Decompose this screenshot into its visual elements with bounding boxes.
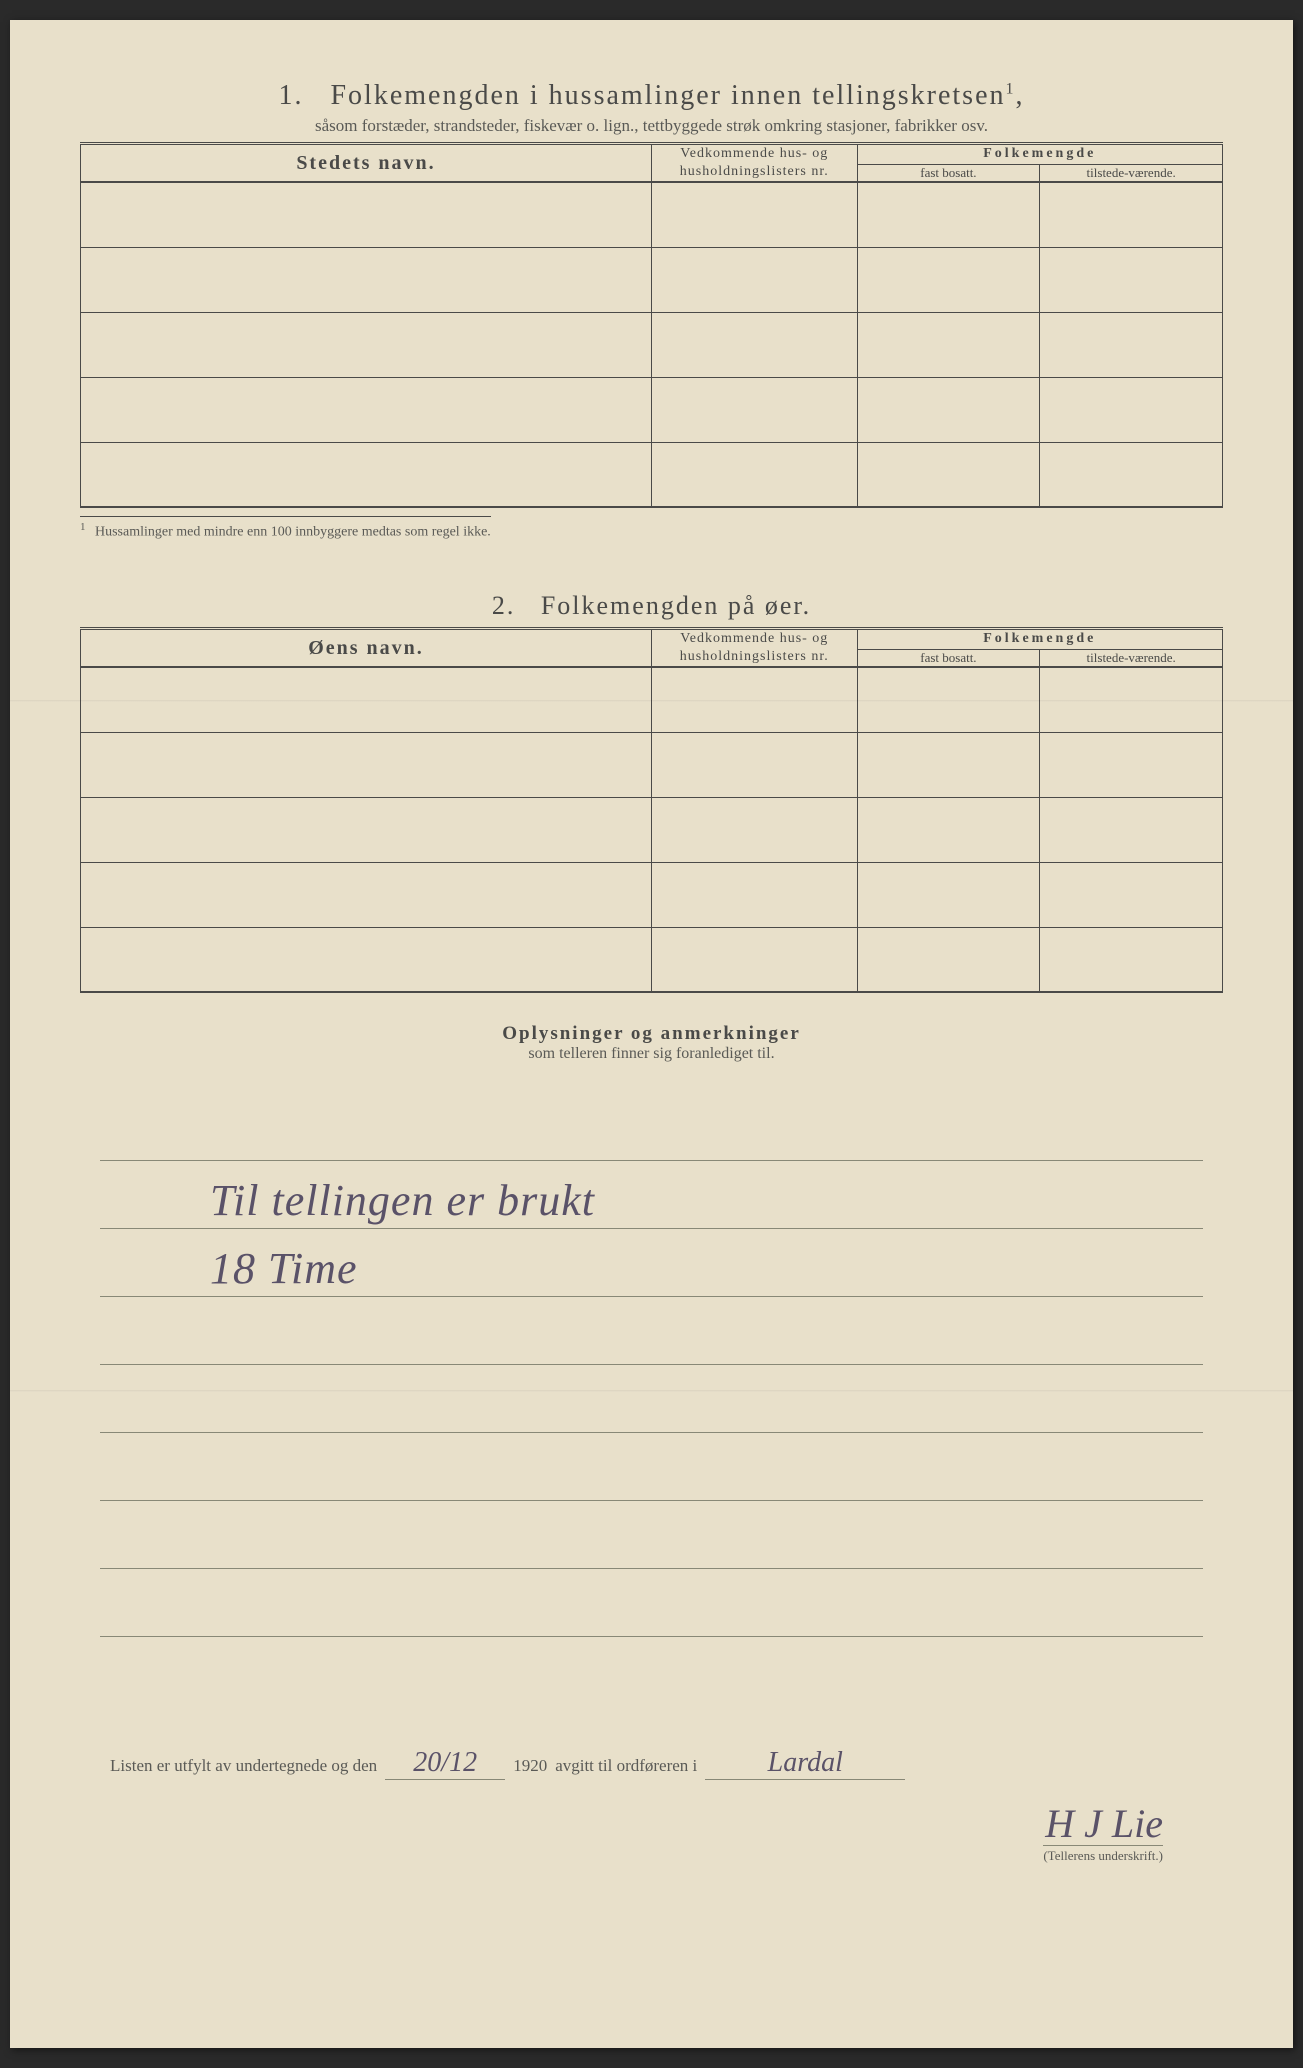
table-cell (857, 182, 1040, 247)
table-cell (652, 797, 858, 862)
col-pop: Folkemengde (857, 144, 1222, 165)
table-row (81, 927, 1223, 992)
table-cell (1040, 732, 1223, 797)
handwritten-text: Til tellingen er brukt (210, 1175, 595, 1226)
section1-number: 1. (278, 80, 303, 111)
table-cell (857, 442, 1040, 507)
table-cell (652, 927, 858, 992)
table-cell (81, 312, 652, 377)
table-row (81, 732, 1223, 797)
remarks-line (100, 1365, 1203, 1433)
section2-number: 2. (492, 591, 516, 620)
section2-body (81, 667, 1223, 992)
table-row (81, 442, 1223, 507)
footnote: 1 Hussamlinger med mindre enn 100 innbyg… (80, 516, 491, 541)
col2-place: Øens navn. (81, 629, 652, 668)
table-cell (81, 442, 652, 507)
section2-table: Øens navn. Vedkommende hus- og husholdni… (80, 627, 1223, 993)
table-cell (81, 182, 652, 247)
footer-prefix: Listen er utfylt av undertegnede og den (110, 1756, 377, 1776)
section1-title: 1. Folkemengden i hussamlinger innen tel… (80, 80, 1223, 112)
table-cell (652, 182, 858, 247)
table-cell (1040, 182, 1223, 247)
footer-place: Lardal (705, 1747, 905, 1780)
table-cell (652, 732, 858, 797)
signature: H J Lie (80, 1800, 1163, 1847)
table-cell (857, 927, 1040, 992)
section1-title-text: Folkemengden i hussamlinger innen tellin… (330, 80, 1005, 111)
document-page: 1. Folkemengden i hussamlinger innen tel… (10, 20, 1293, 2048)
col2-pop: Folkemengde (857, 629, 1222, 650)
col-place: Stedets navn. (81, 144, 652, 183)
table-cell (81, 797, 652, 862)
remarks-title: Oplysninger og anmerkninger (80, 1023, 1223, 1045)
table-cell (81, 377, 652, 442)
table-cell (1040, 797, 1223, 862)
table-cell (652, 862, 858, 927)
remarks-line (100, 1433, 1203, 1501)
remarks-subtitle: som telleren finner sig foranlediget til… (80, 1045, 1223, 1063)
footnote-num: 1 (80, 521, 86, 533)
footer-year: 1920 (513, 1756, 547, 1776)
remarks-line (100, 1501, 1203, 1569)
section2-title: 2. Folkemengden på øer. (80, 591, 1223, 621)
col-tilst: tilstede-værende. (1040, 164, 1223, 182)
paper-fold (10, 700, 1293, 702)
remarks-lines: Til tellingen er brukt 18 Time (80, 1093, 1223, 1637)
col2-fast: fast bosatt. (857, 649, 1040, 667)
col-fast: fast bosatt. (857, 164, 1040, 182)
table-cell (81, 732, 652, 797)
footer-mid: avgitt til ordføreren i (555, 1756, 697, 1776)
table-cell (857, 732, 1040, 797)
table-cell (857, 247, 1040, 312)
section1-title-sup: 1 (1006, 81, 1016, 98)
table-cell (1040, 927, 1223, 992)
table-cell (81, 862, 652, 927)
remarks-line (100, 1297, 1203, 1365)
table-cell (1040, 377, 1223, 442)
remarks-line: Til tellingen er brukt (100, 1161, 1203, 1229)
table-cell (857, 377, 1040, 442)
table-row (81, 312, 1223, 377)
table-cell (652, 247, 858, 312)
table-row (81, 862, 1223, 927)
table-cell (857, 862, 1040, 927)
handwritten-text: 18 Time (210, 1243, 358, 1294)
table-row (81, 377, 1223, 442)
signature-block: H J Lie (Tellerens underskrift.) (80, 1800, 1223, 1865)
section1-subtitle: såsom forstæder, strandsteder, fiskevær … (80, 116, 1223, 136)
table-cell (1040, 312, 1223, 377)
table-cell (652, 377, 858, 442)
section1-body (81, 182, 1223, 507)
table-cell (857, 312, 1040, 377)
remarks-line: 18 Time (100, 1229, 1203, 1297)
section1-table: Stedets navn. Vedkommende hus- og hushol… (80, 142, 1223, 508)
col2-lists: Vedkommende hus- og husholdningslisters … (652, 629, 858, 668)
table-row (81, 182, 1223, 247)
footer-date: 20/12 (385, 1747, 505, 1780)
table-cell (81, 247, 652, 312)
col2-tilst: tilstede-værende. (1040, 649, 1223, 667)
signature-label: (Tellerens underskrift.) (1043, 1845, 1163, 1864)
table-cell (81, 927, 652, 992)
remarks-line (100, 1569, 1203, 1637)
table-cell (652, 442, 858, 507)
col-lists: Vedkommende hus- og husholdningslisters … (652, 144, 858, 183)
table-cell (857, 797, 1040, 862)
table-cell (652, 312, 858, 377)
footnote-text: Hussamlinger med mindre enn 100 innbygge… (95, 525, 491, 540)
footer-line: Listen er utfylt av undertegnede og den … (80, 1747, 1223, 1780)
table-row (81, 797, 1223, 862)
table-row (81, 247, 1223, 312)
table-cell (1040, 862, 1223, 927)
table-cell (1040, 442, 1223, 507)
table-cell (1040, 247, 1223, 312)
remarks-line (100, 1093, 1203, 1161)
section2-title-text: Folkemengden på øer. (541, 591, 811, 620)
